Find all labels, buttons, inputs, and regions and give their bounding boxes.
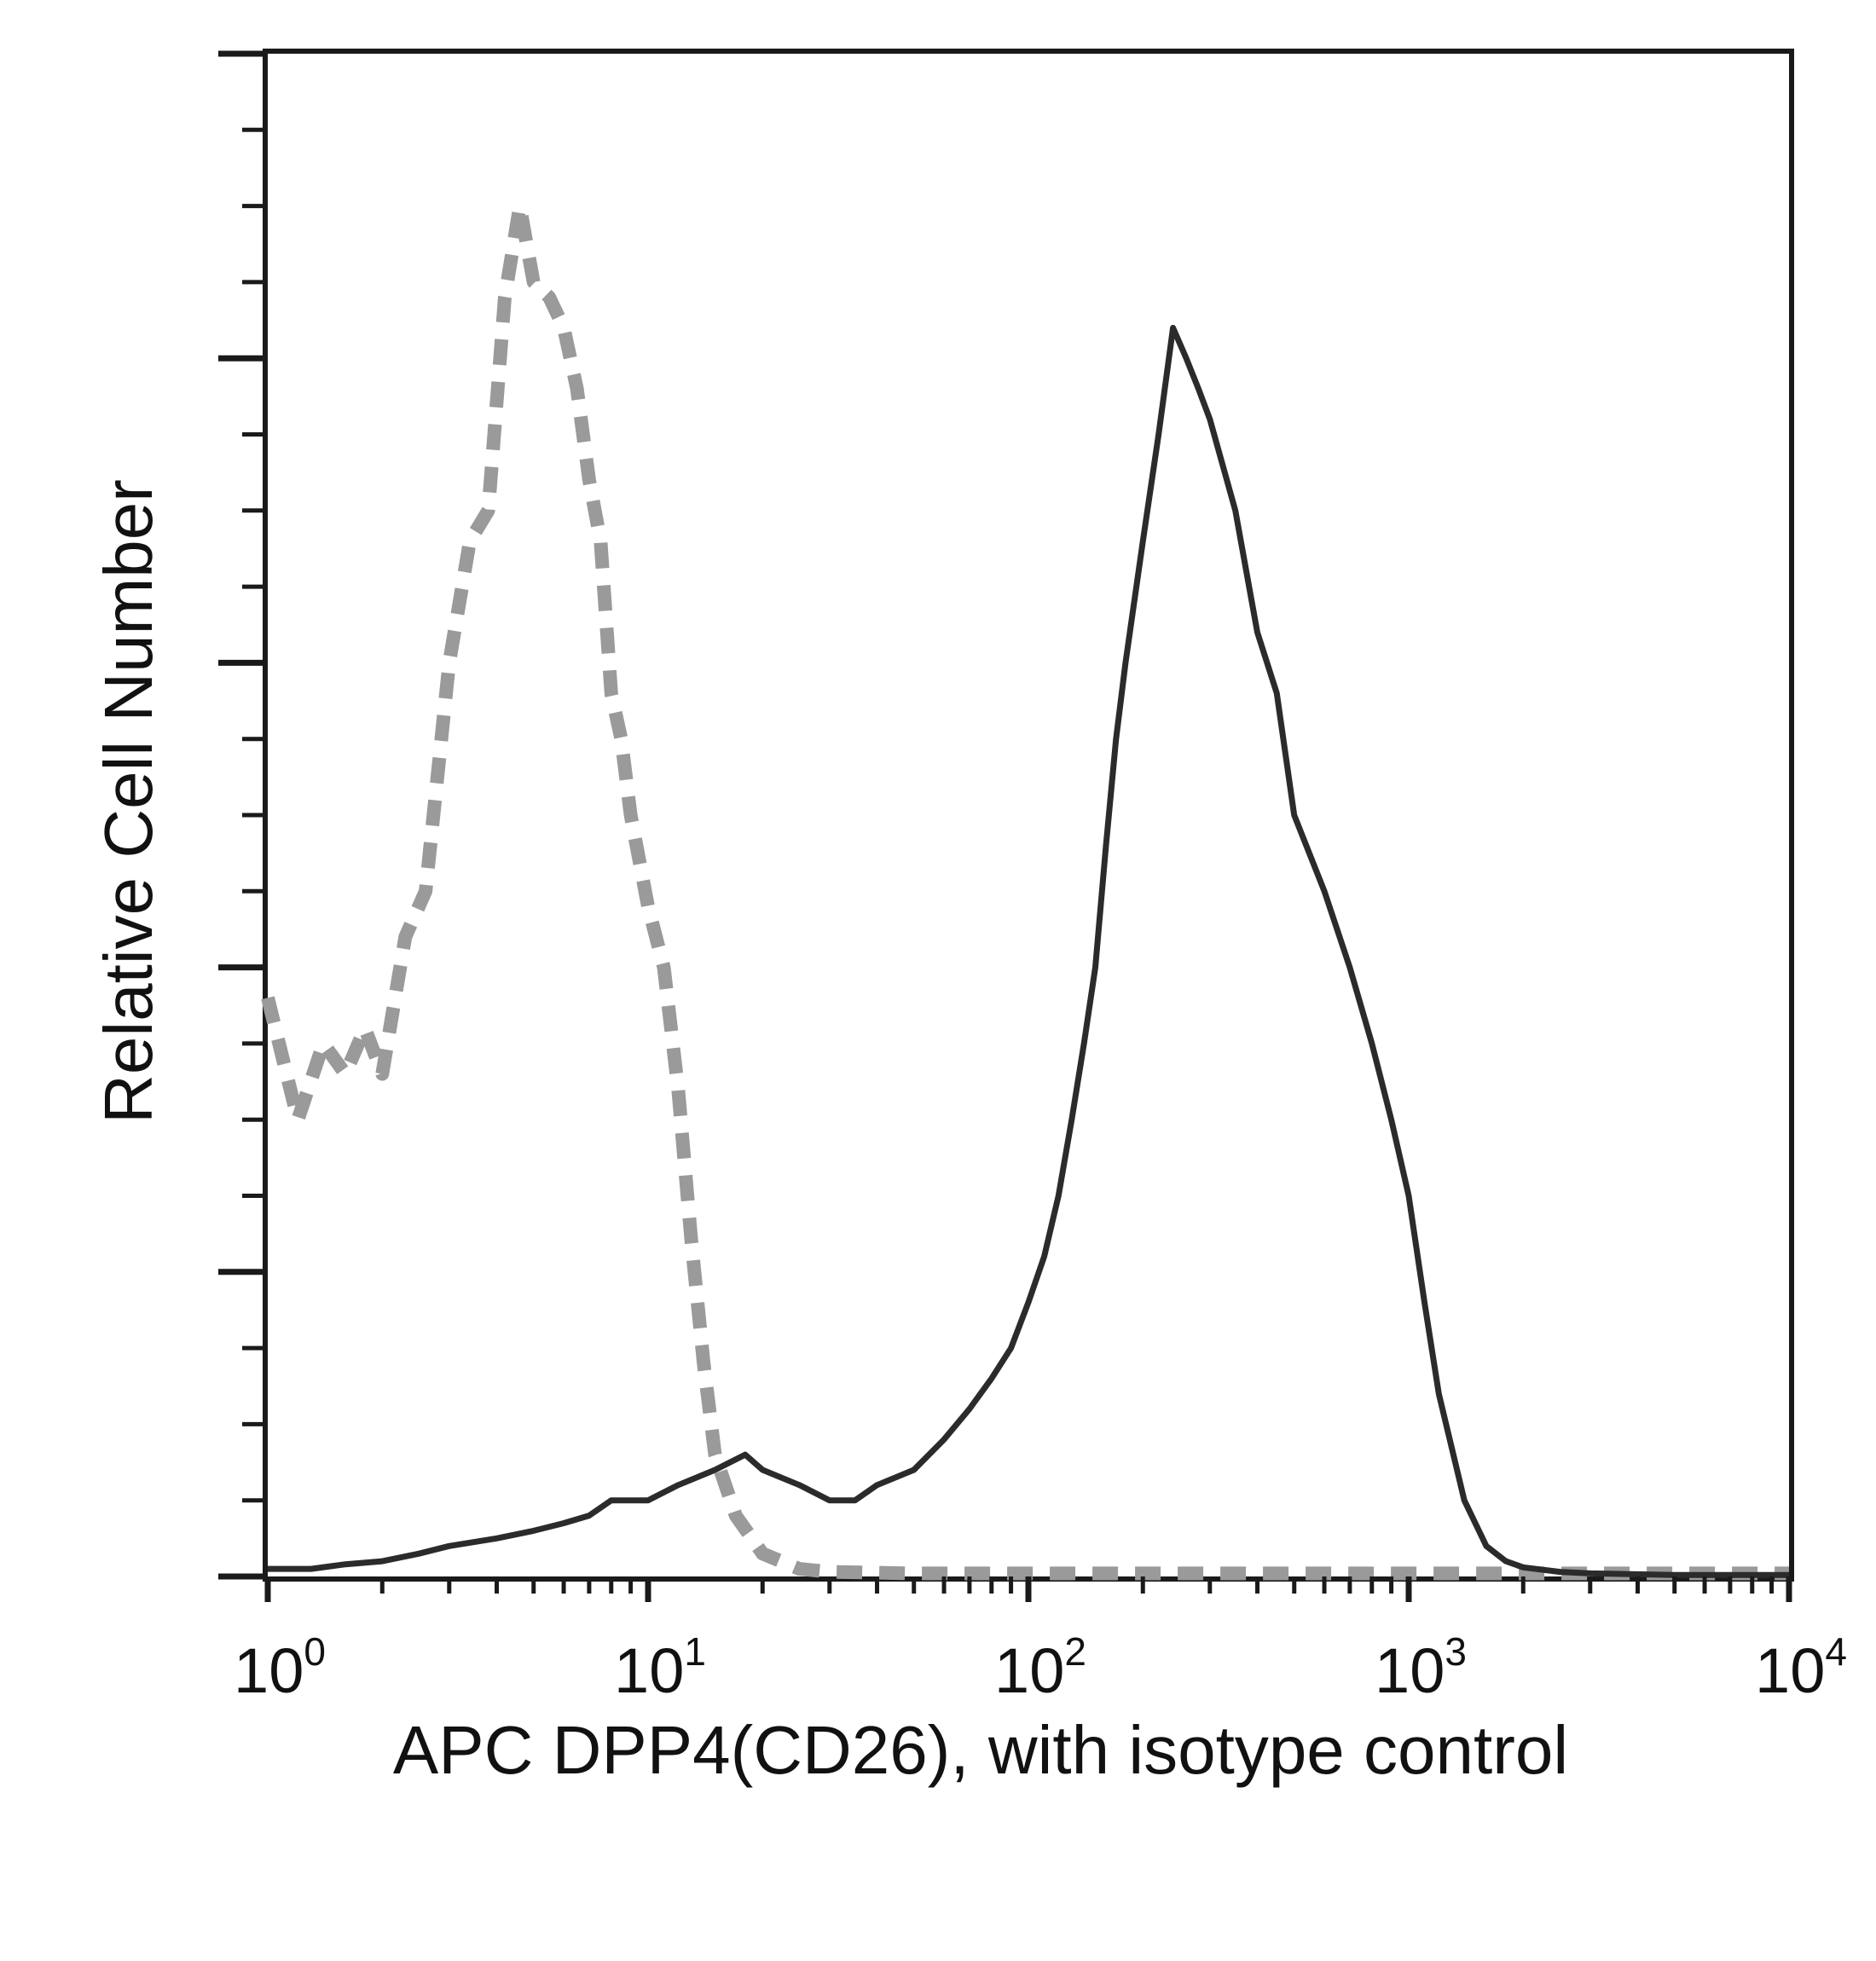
x-tick-label: 103 [1375,1629,1467,1706]
x-axis-label: APC DPP4(CD26), with isotype control [393,1712,1568,1788]
x-tick-label: 101 [614,1629,706,1706]
plot-area [263,49,1794,1582]
plot-frame [263,49,1794,1582]
y-axis-ticks [218,50,268,1580]
y-axis-label: Relative Cell Number [90,479,166,1124]
dpp4-series-line [268,325,1789,1578]
x-tick-label: 100 [234,1629,326,1706]
isotype-control-series-line [261,199,1789,1581]
x-axis-tick-labels: 100 101 102 103 104 [234,1629,1847,1706]
x-tick-label: 102 [994,1629,1086,1706]
series-layer [261,199,1789,1581]
x-tick-label: 104 [1755,1629,1847,1706]
x-axis-ticks [264,1576,1792,1602]
